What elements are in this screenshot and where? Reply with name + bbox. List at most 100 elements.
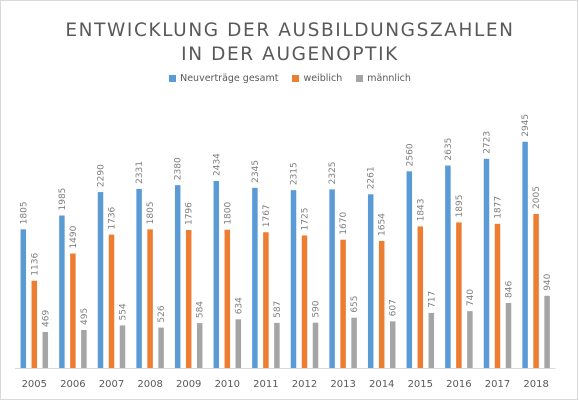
data-label-female-2007: 1736	[108, 206, 118, 229]
legend-swatch-female	[292, 75, 300, 82]
x-tick-label-2014: 2014	[369, 379, 394, 390]
data-label-male-2007: 554	[119, 303, 129, 320]
bar-male-2006	[81, 329, 87, 368]
bar-male-2005	[42, 331, 49, 368]
data-label-male-2009: 584	[196, 301, 206, 318]
bar-male-2007	[119, 325, 126, 368]
data-label-male-2010: 634	[234, 297, 244, 314]
bar-total-2011	[252, 187, 258, 368]
data-label-male-2011: 587	[273, 301, 283, 318]
data-label-total-2012: 2315	[290, 162, 300, 185]
data-label-female-2013: 1670	[339, 212, 349, 235]
bar-male-2013	[351, 317, 357, 368]
x-tick-label-2007: 2007	[99, 379, 124, 390]
data-label-total-2017: 2723	[483, 131, 493, 154]
bar-female-2012	[301, 235, 308, 368]
data-label-male-2014: 607	[389, 299, 399, 316]
legend-swatch-male	[356, 75, 364, 82]
bar-male-2011	[274, 322, 280, 368]
bar-total-2008	[136, 188, 142, 368]
bar-male-2008	[158, 327, 164, 368]
legend-label-male: männlich	[367, 73, 411, 84]
chart-title-line-2: IN DER AUGENOPTIK	[181, 44, 399, 65]
data-label-male-2016: 740	[466, 289, 476, 306]
bar-total-2017	[483, 158, 490, 368]
data-label-female-2008: 1805	[146, 201, 156, 224]
x-tick-label-2005: 2005	[22, 379, 47, 390]
bar-female-2011	[263, 232, 269, 368]
chart-title-line-1: ENTWICKLUNG DER AUSBILDUNGSZAHLEN	[65, 20, 515, 41]
bar-total-2014	[367, 194, 374, 368]
data-label-total-2005: 1805	[19, 201, 29, 224]
legend-label-total: Neuverträge gesamt	[180, 73, 279, 84]
data-label-female-2005: 1136	[30, 253, 40, 276]
bar-male-2016	[467, 311, 473, 368]
bar-female-2005	[31, 280, 38, 368]
data-label-female-2009: 1796	[185, 202, 195, 225]
data-label-total-2006: 1985	[58, 188, 68, 211]
bar-male-2009	[196, 323, 203, 368]
bar-female-2007	[108, 234, 115, 368]
x-tick-label-2011: 2011	[253, 379, 278, 390]
bar-female-2006	[70, 253, 76, 368]
x-tick-label-2016: 2016	[446, 379, 471, 390]
data-label-total-2010: 2434	[212, 153, 222, 176]
legend-item-total: Neuverträge gesamt	[169, 73, 278, 84]
x-tick-label-2017: 2017	[485, 379, 510, 390]
data-label-female-2015: 1843	[416, 199, 426, 222]
bar-total-2006	[59, 215, 65, 368]
bar-female-2013	[340, 239, 346, 368]
data-label-female-2018: 2005	[532, 186, 542, 209]
data-label-female-2006: 1490	[69, 225, 79, 248]
data-label-male-2005: 469	[41, 310, 51, 327]
bar-female-2016	[456, 222, 462, 368]
legend-item-male: männlich	[356, 73, 411, 84]
bar-female-2014	[378, 240, 385, 368]
bar-female-2008	[147, 229, 153, 368]
data-label-male-2012: 590	[312, 300, 322, 317]
bar-total-2018	[522, 141, 528, 368]
bar-male-2015	[428, 312, 435, 368]
bar-female-2018	[533, 213, 539, 368]
data-label-male-2017: 846	[505, 281, 515, 298]
legend-label-female: weiblich	[303, 73, 343, 84]
bar-male-2018	[544, 295, 550, 368]
data-label-female-2017: 1877	[494, 196, 504, 219]
data-label-total-2008: 2331	[135, 161, 145, 184]
bar-male-2010	[235, 319, 242, 368]
x-tick-label-2012: 2012	[292, 379, 317, 390]
data-label-total-2018: 2945	[521, 114, 531, 137]
x-tick-label-2006: 2006	[60, 379, 85, 390]
data-label-male-2008: 526	[157, 305, 167, 322]
bar-total-2013	[329, 189, 335, 368]
bar-total-2015	[406, 171, 413, 368]
bar-female-2015	[417, 226, 424, 368]
data-label-female-2010: 1800	[223, 202, 233, 225]
data-label-male-2015: 717	[427, 291, 437, 308]
bar-male-2017	[505, 303, 512, 368]
data-label-female-2014: 1654	[378, 213, 388, 236]
data-label-female-2016: 1895	[455, 195, 465, 218]
data-label-male-2018: 940	[543, 273, 553, 290]
x-tick-label-2009: 2009	[176, 379, 201, 390]
bar-total-2012	[290, 190, 297, 368]
legend-swatch-total	[169, 75, 177, 82]
data-label-total-2015: 2560	[405, 143, 415, 166]
data-label-total-2011: 2345	[251, 160, 261, 183]
bar-male-2012	[312, 322, 319, 368]
bar-total-2010	[213, 181, 220, 368]
data-label-total-2007: 2290	[97, 164, 107, 187]
bar-total-2016	[445, 165, 451, 368]
bar-female-2017	[494, 223, 501, 368]
x-tick-label-2008: 2008	[137, 379, 162, 390]
bar-total-2009	[174, 185, 181, 368]
bar-female-2010	[224, 229, 231, 368]
bar-total-2007	[97, 192, 104, 368]
x-tick-label-2018: 2018	[523, 379, 548, 390]
bar-female-2009	[185, 230, 192, 368]
x-tick-label-2013: 2013	[330, 379, 355, 390]
data-label-male-2006: 495	[80, 308, 90, 325]
data-label-female-2012: 1725	[301, 208, 311, 231]
